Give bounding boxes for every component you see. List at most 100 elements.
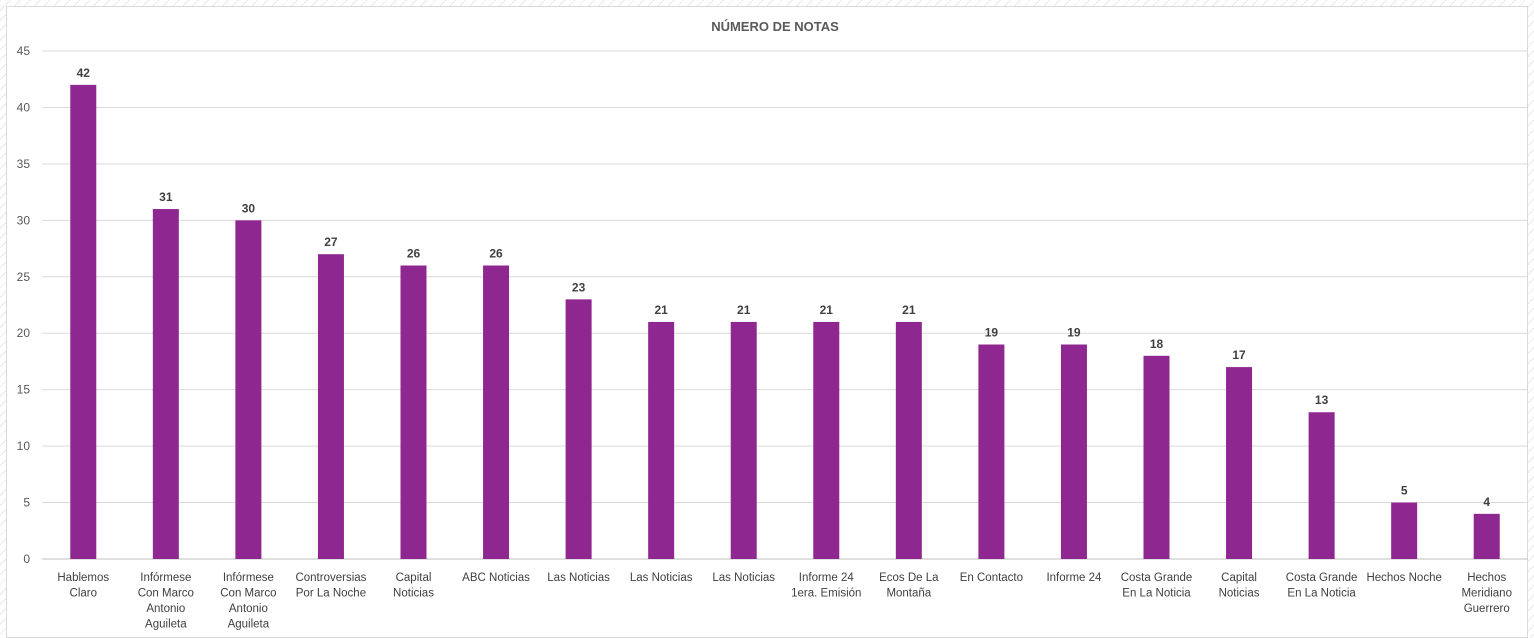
data-label: 21 bbox=[820, 303, 834, 317]
x-tick-label-line: Montaña bbox=[886, 588, 931, 600]
x-tick-label-line: Las Noticias bbox=[547, 572, 610, 584]
x-tick-label-line: Antonio bbox=[146, 603, 185, 615]
bar bbox=[895, 321, 922, 559]
bar bbox=[235, 220, 262, 560]
x-tick-label: Hechos Meridiano Guerrero bbox=[1461, 572, 1512, 615]
bar bbox=[400, 265, 427, 559]
y-tick-label: 5 bbox=[23, 496, 30, 510]
data-label: 17 bbox=[1232, 348, 1246, 362]
x-tick-label-line: En La Noticia bbox=[1122, 588, 1191, 600]
bar bbox=[813, 321, 840, 559]
y-tick-label: 20 bbox=[17, 326, 31, 340]
x-tick-label-line: Noticias bbox=[1219, 588, 1260, 600]
chart-title: NÚMERO DE NOTAS bbox=[711, 19, 839, 34]
x-tick-label-line: Antonio bbox=[229, 603, 268, 615]
y-tick-label: 45 bbox=[17, 44, 31, 58]
data-label: 23 bbox=[572, 280, 586, 294]
x-tick-label: Infórmese Con Marco Antonio Aguileta bbox=[220, 572, 276, 631]
x-tick-label: Capital Noticias bbox=[1219, 572, 1260, 600]
data-label: 19 bbox=[1067, 326, 1081, 340]
x-tick-label: Informe 24 1era. Emisión bbox=[791, 572, 861, 600]
bar bbox=[70, 84, 97, 559]
x-tick-label-line: Hechos Noche bbox=[1366, 572, 1441, 584]
bar bbox=[152, 209, 179, 560]
x-tick-label-line: Costa Grande bbox=[1121, 572, 1193, 584]
bar bbox=[565, 299, 592, 559]
x-tick-label-line: Meridiano bbox=[1461, 588, 1512, 600]
data-label: 21 bbox=[902, 303, 916, 317]
data-label: 18 bbox=[1150, 337, 1164, 351]
x-tick-label-line: Hechos bbox=[1467, 572, 1506, 584]
x-tick-label-line: Aguileta bbox=[145, 619, 187, 631]
data-label: 21 bbox=[654, 303, 668, 317]
data-label: 19 bbox=[985, 326, 999, 340]
y-tick-label: 40 bbox=[17, 100, 31, 114]
x-tick-label: Las Noticias bbox=[712, 572, 775, 584]
y-tick-label: 30 bbox=[17, 213, 31, 227]
y-tick-label: 15 bbox=[17, 383, 31, 397]
y-tick-label: 10 bbox=[17, 439, 31, 453]
x-tick-label-line: ABC Noticias bbox=[462, 572, 530, 584]
x-tick-label: En Contacto bbox=[960, 572, 1023, 584]
data-label: 21 bbox=[737, 303, 751, 317]
x-tick-label-line: Capital bbox=[396, 572, 432, 584]
x-tick-label-line: Infórmese bbox=[140, 572, 191, 584]
bar bbox=[730, 321, 757, 559]
bar bbox=[1391, 502, 1418, 559]
x-tick-label: Las Noticias bbox=[630, 572, 693, 584]
x-tick-label: Infórmese Con Marco Antonio Aguileta bbox=[138, 572, 194, 631]
x-tick-label-line: Con Marco bbox=[138, 588, 194, 600]
bar bbox=[483, 265, 510, 559]
bar bbox=[1473, 513, 1500, 559]
x-tick-label-line: Infórmese bbox=[223, 572, 274, 584]
x-tick-label-line: Informe 24 bbox=[1046, 572, 1102, 584]
data-label: 5 bbox=[1401, 484, 1408, 498]
x-tick-label: Hablemos Claro bbox=[57, 572, 109, 600]
x-tick-label: Controversias Por La Noche bbox=[295, 572, 366, 600]
x-tick-label-line: En La Noticia bbox=[1287, 588, 1356, 600]
data-label: 4 bbox=[1483, 495, 1490, 509]
data-label: 31 bbox=[159, 190, 173, 204]
x-tick-label-line: Ecos De La bbox=[879, 572, 939, 584]
x-tick-label: Las Noticias bbox=[547, 572, 610, 584]
x-tick-label-line: Informe 24 bbox=[799, 572, 855, 584]
x-tick-label-line: Por La Noche bbox=[296, 588, 366, 600]
x-tick-label: Costa Grande En La Noticia bbox=[1286, 572, 1358, 600]
x-tick-label-line: Guerrero bbox=[1464, 603, 1510, 615]
x-tick-label-line: Claro bbox=[70, 588, 97, 600]
data-label: 42 bbox=[77, 66, 91, 80]
y-tick-label: 35 bbox=[17, 157, 31, 171]
x-tick-label-line: 1era. Emisión bbox=[791, 588, 861, 600]
x-tick-label-line: Costa Grande bbox=[1286, 572, 1358, 584]
y-tick-label: 0 bbox=[23, 552, 30, 566]
x-tick-label-line: En Contacto bbox=[960, 572, 1023, 584]
x-tick-label-line: Capital bbox=[1221, 572, 1257, 584]
y-tick-label: 25 bbox=[17, 270, 31, 284]
data-label: 13 bbox=[1315, 393, 1329, 407]
data-label: 26 bbox=[489, 246, 503, 260]
x-tick-label-line: Noticias bbox=[393, 588, 434, 600]
x-tick-label: Informe 24 bbox=[1046, 572, 1102, 584]
x-tick-label: Costa Grande En La Noticia bbox=[1121, 572, 1193, 600]
bar bbox=[317, 254, 344, 559]
data-label: 30 bbox=[242, 201, 256, 215]
bar bbox=[978, 344, 1005, 559]
data-label: 26 bbox=[407, 246, 421, 260]
x-tick-label-line: Con Marco bbox=[220, 588, 276, 600]
x-tick-label: Ecos De La Montaña bbox=[879, 572, 939, 600]
x-tick-label-line: Aguileta bbox=[228, 619, 270, 631]
x-tick-label-line: Hablemos bbox=[57, 572, 109, 584]
bar bbox=[648, 321, 675, 559]
x-tick-label: Hechos Noche bbox=[1366, 572, 1441, 584]
x-tick-label-line: Controversias bbox=[295, 572, 366, 584]
bar bbox=[1060, 344, 1087, 559]
bar bbox=[1308, 412, 1335, 559]
bar bbox=[1143, 355, 1170, 559]
bar bbox=[1226, 367, 1253, 559]
x-tick-label: ABC Noticias bbox=[462, 572, 530, 584]
data-label: 27 bbox=[324, 235, 338, 249]
x-tick-label: Capital Noticias bbox=[393, 572, 434, 600]
x-tick-label-line: Las Noticias bbox=[712, 572, 775, 584]
